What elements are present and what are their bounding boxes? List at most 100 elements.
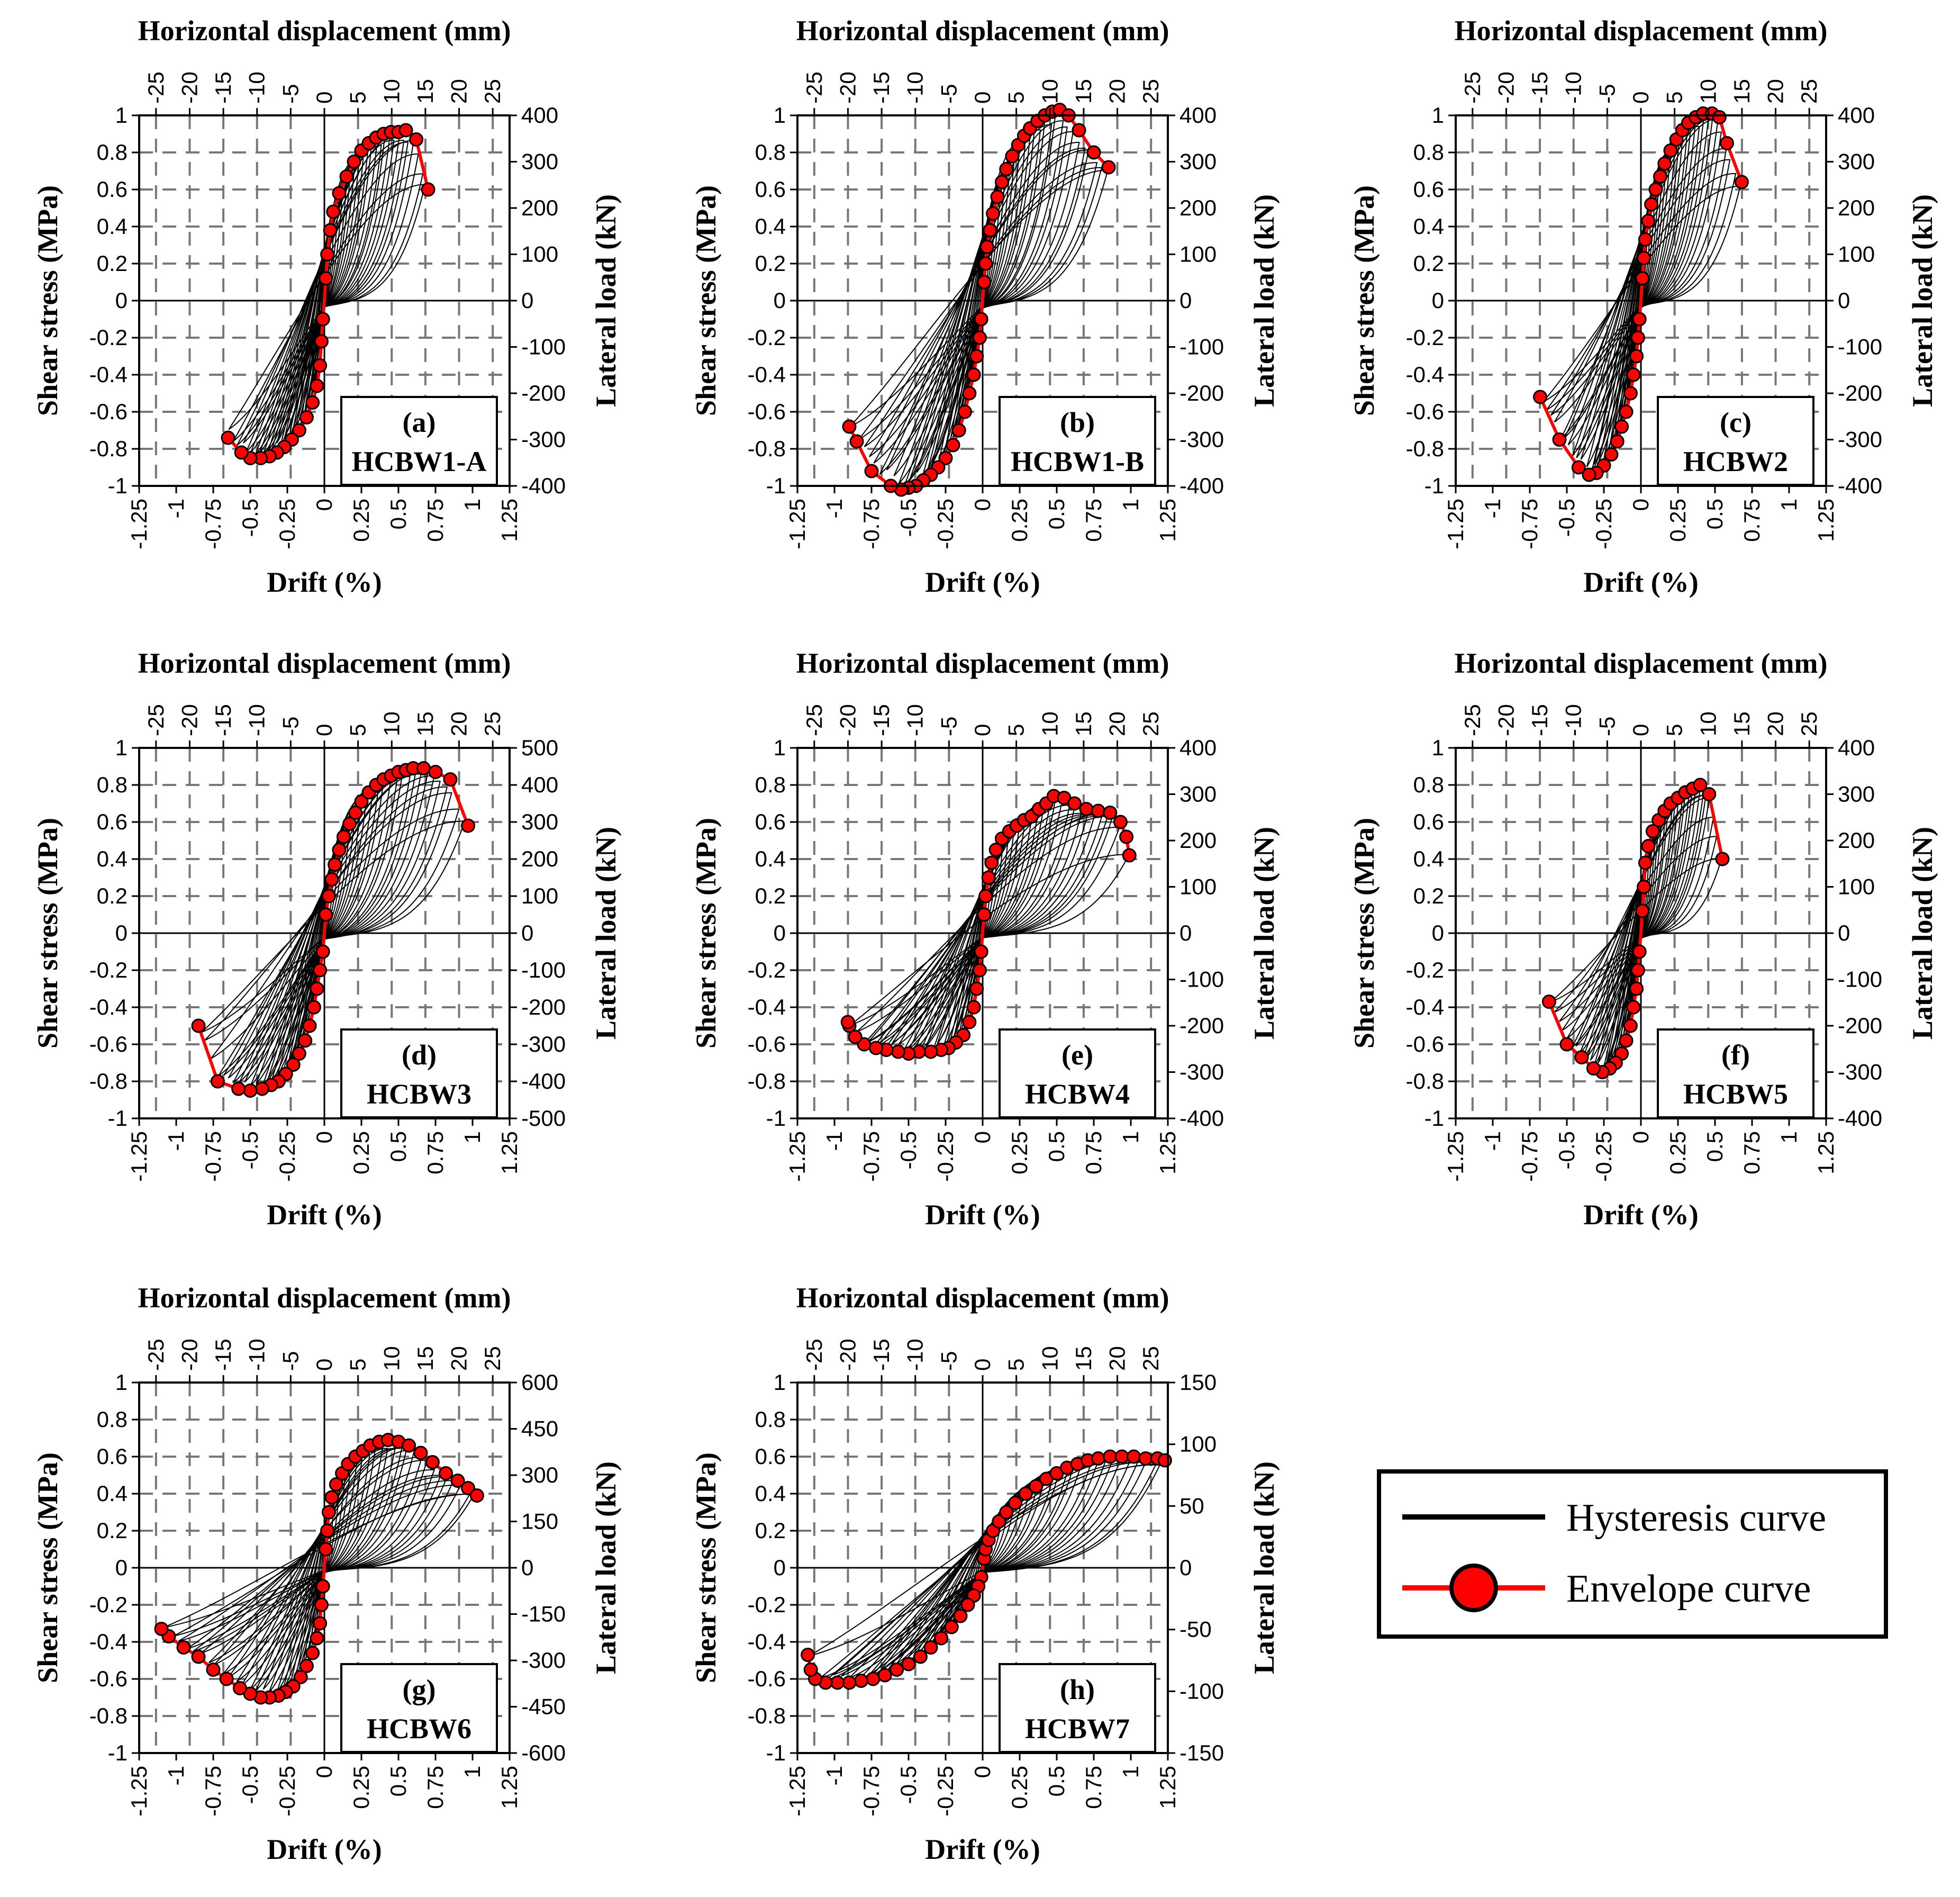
x-tick-label: 0.75: [423, 1766, 448, 1809]
hysteresis-loop: [288, 156, 364, 440]
y2-tick-label: -400: [1838, 1106, 1882, 1131]
envelope-point: [310, 981, 324, 996]
x2-tick-label: 25: [1796, 79, 1821, 104]
y2-tick-label: 200: [1838, 195, 1875, 220]
hysteresis-loop: [295, 160, 356, 430]
envelope-point: [450, 1474, 465, 1488]
y2-tick-label: -100: [521, 335, 566, 359]
hysteresis-loop: [963, 842, 1004, 1028]
envelope-point: [1571, 460, 1586, 475]
envelope-point: [966, 1000, 981, 1015]
envelope-point: [1619, 404, 1634, 419]
hysteresis-loop: [1605, 809, 1673, 1066]
y-axis-title: Shear stress (MPa): [32, 1452, 63, 1683]
x2-tick-label: -20: [177, 704, 202, 736]
panel-letter: (g): [403, 1674, 436, 1705]
envelope-point: [1648, 182, 1663, 197]
y2-tick-label: -200: [1179, 1013, 1224, 1038]
y-tick-label: 1: [115, 735, 128, 760]
x2-tick-label: -10: [1561, 704, 1586, 736]
envelope-point: [1644, 197, 1659, 212]
x-tick-label: 1.25: [497, 1766, 522, 1809]
y-tick-label: -0.2: [89, 1592, 128, 1617]
x-tick-label: 0.5: [1044, 499, 1069, 529]
envelope-point: [1635, 271, 1650, 286]
y-tick-label: -0.2: [89, 957, 128, 982]
envelope-point: [1623, 1018, 1638, 1033]
y-tick-label: -0.6: [89, 1666, 128, 1691]
panel-a: -1.25 -1 -0.75 -0.5 -0.25 0 0.25 0.5 0.75 1 1.25-2…: [32, 15, 622, 598]
x2-tick-label: 20: [447, 1346, 471, 1371]
envelope-point: [1018, 1486, 1033, 1501]
envelope-point: [324, 1490, 339, 1505]
hysteresis-loop: [217, 786, 448, 1077]
panel-f: -1.25 -1 -0.75 -0.5 -0.25 0 0.25 0.5 0.75 1 1.25-2…: [1348, 647, 1938, 1231]
x-tick-label: 0.5: [1044, 1131, 1069, 1162]
x2-axis-title: Horizontal displacement (mm): [796, 647, 1169, 679]
y2-axis-title: Lateral load (kN): [1907, 827, 1938, 1040]
x-axis-title: Drift (%): [267, 1199, 382, 1231]
panel-letter: (e): [1061, 1039, 1093, 1071]
x2-axis-title: Horizontal displacement (mm): [138, 647, 511, 679]
x-tick-label: -0.5: [1554, 499, 1579, 537]
y2-tick-label: -500: [521, 1106, 566, 1131]
y-tick-label: -1: [766, 1106, 786, 1131]
x-tick-label: -0.25: [275, 499, 300, 549]
panel-letter: (a): [403, 406, 436, 438]
y-tick-label: 0.4: [1413, 214, 1444, 239]
hysteresis-loop: [1602, 145, 1680, 465]
envelope-point: [319, 907, 333, 922]
y2-tick-label: 200: [1179, 828, 1217, 853]
envelope-point: [1533, 390, 1548, 404]
hysteresis-loop: [958, 837, 1009, 1036]
y2-tick-label: 400: [1179, 103, 1217, 128]
envelope-point: [1693, 778, 1708, 792]
y-tick-label: 1: [774, 1370, 786, 1395]
y-tick-label: -0.8: [89, 436, 128, 461]
hysteresis-loop: [884, 814, 1088, 1050]
x-tick-label: 1: [1776, 499, 1801, 511]
x-tick-label: 0: [970, 1131, 995, 1143]
y2-tick-label: -100: [1179, 967, 1224, 992]
y-tick-label: 0.6: [755, 1444, 786, 1469]
y2-tick-label: 0: [521, 920, 533, 945]
hysteresis-loop: [856, 827, 1120, 1032]
x-tick-label: -0.5: [896, 499, 921, 537]
hysteresis-loop: [178, 1484, 461, 1642]
hysteresis-loop: [1554, 836, 1718, 1013]
x2-tick-label: 0: [970, 1359, 995, 1371]
x-tick-label: -0.25: [933, 499, 958, 549]
envelope-point: [1122, 848, 1137, 863]
x-tick-label: 1: [460, 1131, 485, 1143]
y2-tick-label: 300: [521, 1462, 558, 1487]
specimen-name: HCBW1-A: [352, 446, 487, 477]
y2-tick-label: 300: [521, 149, 558, 174]
x-axis-title: Drift (%): [267, 566, 382, 598]
hysteresis-loop: [201, 820, 466, 1033]
y-tick-label: 0: [1432, 920, 1444, 945]
x-tick-label: -0.5: [896, 1131, 921, 1169]
x-tick-label: -0.25: [1591, 1131, 1616, 1182]
x2-tick-label: -25: [802, 1339, 827, 1371]
envelope-point: [315, 312, 330, 327]
envelope-point: [1657, 156, 1672, 171]
envelope-point: [1623, 386, 1638, 401]
x2-tick-label: -20: [835, 704, 860, 736]
panel-label-box: [340, 1663, 498, 1753]
envelope-point: [969, 981, 984, 996]
x-tick-label: -0.75: [1517, 499, 1542, 549]
envelope-curve: [221, 123, 435, 465]
y2-tick-label: 100: [1179, 1432, 1217, 1457]
x2-tick-label: -15: [211, 704, 235, 736]
y2-tick-label: 0: [521, 288, 533, 313]
x-tick-label: -1.25: [785, 499, 810, 549]
hysteresis-loop: [173, 1493, 471, 1637]
y-tick-label: -0.6: [748, 1666, 786, 1691]
hysteresis-loop: [303, 184, 347, 418]
y-tick-label: -0.4: [748, 1629, 786, 1654]
hysteresis-loop: [276, 792, 379, 1076]
envelope-point: [305, 1646, 320, 1660]
envelope-point: [243, 1083, 258, 1098]
hysteresis-loop: [262, 1448, 383, 1690]
y-tick-label: -0.2: [89, 325, 128, 350]
